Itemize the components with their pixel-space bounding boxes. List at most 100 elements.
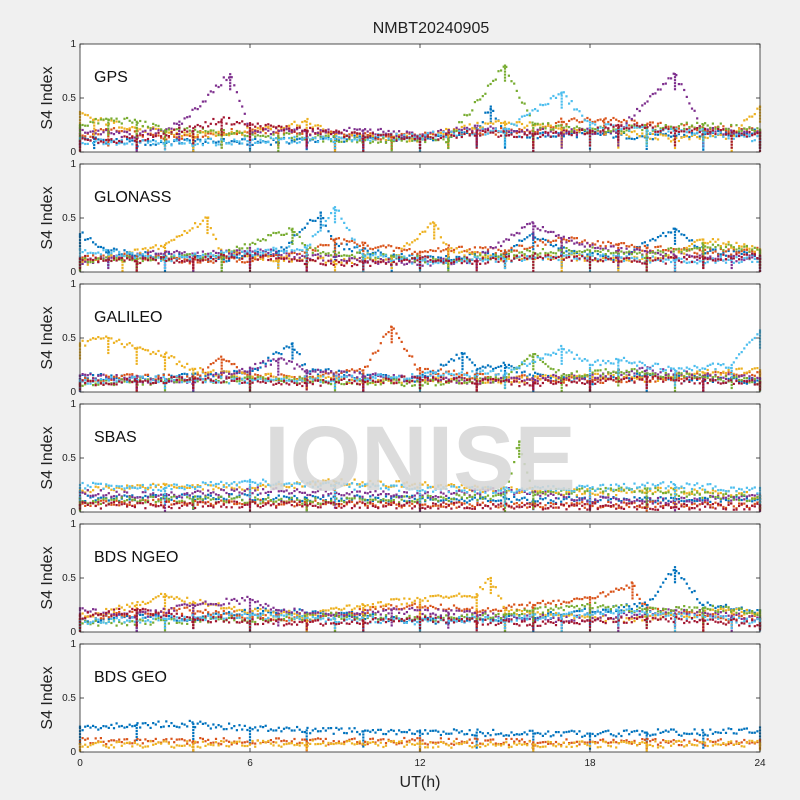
data-point <box>350 239 354 242</box>
data-point <box>246 122 249 125</box>
data-point <box>97 257 100 260</box>
data-point <box>591 127 594 130</box>
data-point <box>293 258 296 261</box>
data-point <box>364 128 367 131</box>
data-point <box>413 136 416 139</box>
data-point <box>706 246 709 249</box>
data-point <box>369 264 372 267</box>
data-point <box>165 242 168 245</box>
data-point <box>596 240 599 243</box>
data-point <box>730 137 733 140</box>
data-point <box>212 91 215 94</box>
data-point <box>110 128 113 131</box>
data-point <box>377 255 380 259</box>
data-point <box>756 127 759 130</box>
data-point <box>374 136 377 139</box>
data-point <box>298 137 301 140</box>
data-point <box>628 127 631 130</box>
data-point <box>400 257 403 260</box>
data-point <box>675 127 678 130</box>
data-point <box>636 133 639 136</box>
data-point <box>330 237 333 240</box>
data-point <box>497 257 500 261</box>
data-point <box>290 249 293 252</box>
data-point <box>641 125 644 129</box>
data-point <box>222 260 225 264</box>
data-point <box>612 260 615 263</box>
data-point <box>748 257 751 260</box>
data-point <box>327 259 330 262</box>
data-point <box>735 256 738 259</box>
data-point <box>337 251 340 254</box>
data-point <box>532 231 535 234</box>
data-point <box>503 257 507 261</box>
data-point <box>333 137 337 141</box>
data-point <box>633 126 636 129</box>
data-point <box>518 239 521 242</box>
data-point <box>643 244 646 248</box>
data-point <box>324 219 327 223</box>
data-point <box>238 131 241 134</box>
data-point <box>384 258 388 261</box>
data-point <box>539 103 542 106</box>
data-point <box>526 255 529 258</box>
data-point <box>513 123 516 126</box>
data-point <box>568 254 571 257</box>
data-point <box>497 135 500 138</box>
data-point <box>432 262 435 265</box>
data-point <box>178 132 181 136</box>
data-point <box>604 126 607 129</box>
data-point <box>494 246 497 249</box>
data-point <box>751 252 754 255</box>
data-point <box>212 249 215 253</box>
data-point <box>275 351 278 354</box>
data-point <box>369 257 372 260</box>
data-point <box>162 253 165 256</box>
data-point <box>442 132 445 135</box>
data-point <box>327 134 330 137</box>
data-point <box>434 260 437 263</box>
data-point <box>194 372 197 375</box>
data-point <box>335 255 338 258</box>
data-point <box>649 249 652 252</box>
data-point <box>403 135 406 138</box>
data-point <box>243 261 246 264</box>
data-point <box>337 132 340 135</box>
data-point <box>86 124 89 127</box>
data-point <box>532 269 535 272</box>
data-point <box>135 146 138 150</box>
data-point <box>89 130 92 133</box>
data-point <box>293 348 296 351</box>
data-point <box>199 258 202 261</box>
data-point <box>102 118 105 121</box>
data-point <box>617 258 620 261</box>
data-point <box>539 126 542 129</box>
data-point <box>256 247 259 250</box>
data-point <box>549 251 552 254</box>
data-point <box>675 248 678 251</box>
data-point <box>327 230 330 233</box>
data-point <box>709 248 712 251</box>
data-point <box>309 122 312 125</box>
data-point <box>305 269 308 272</box>
data-point <box>319 133 322 136</box>
data-point <box>740 132 743 135</box>
data-point <box>602 241 605 244</box>
data-point <box>345 261 348 264</box>
data-point <box>460 121 463 124</box>
data-point <box>217 85 220 89</box>
data-point <box>636 248 639 251</box>
data-point <box>503 67 507 70</box>
data-point <box>233 123 236 126</box>
data-point <box>594 250 597 253</box>
data-point <box>390 266 393 270</box>
data-point <box>110 138 113 141</box>
data-point <box>139 261 142 265</box>
data-point <box>492 122 495 125</box>
data-point <box>327 128 330 131</box>
data-point <box>241 133 244 136</box>
data-point <box>552 245 555 248</box>
data-point <box>510 129 513 132</box>
data-point <box>549 230 552 233</box>
data-point <box>131 126 134 129</box>
